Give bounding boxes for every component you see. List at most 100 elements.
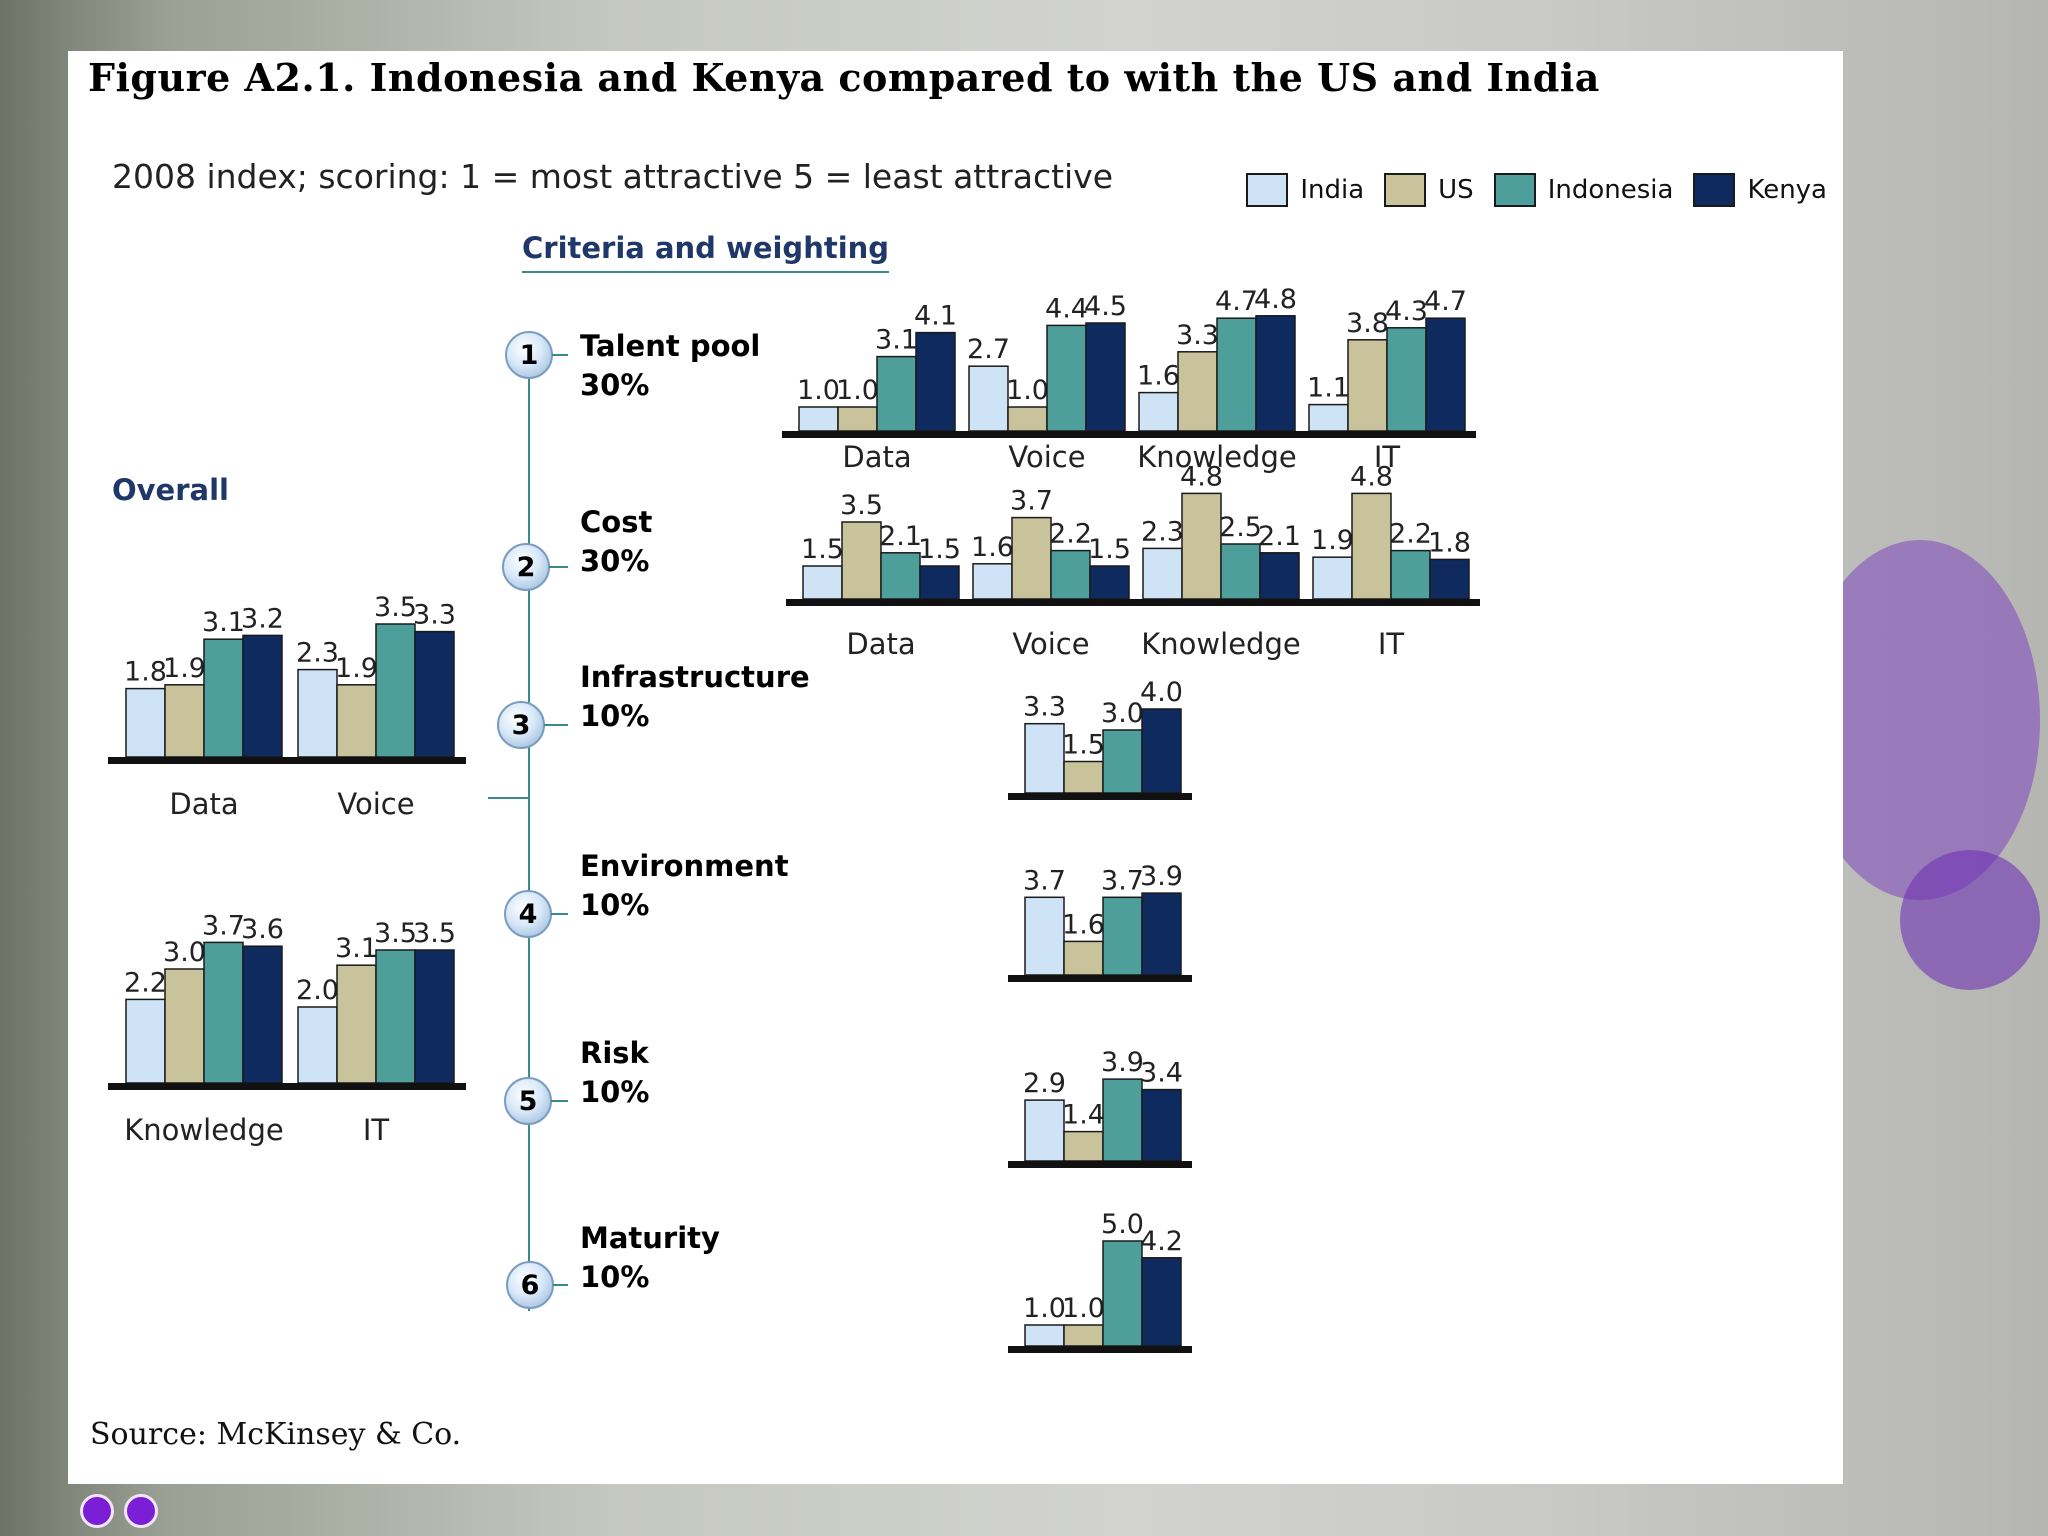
data-label-environment: 3.7: [1023, 865, 1066, 896]
legend-label-kenya: Kenya: [1747, 175, 1827, 205]
category-label-cost: IT: [1378, 627, 1405, 661]
data-label-cost: 1.6: [971, 532, 1014, 563]
data-label-cost: 2.3: [1141, 516, 1184, 547]
data-label-environment: 3.7: [1101, 865, 1144, 896]
bar-overall-bottom-kenya: [414, 949, 455, 1084]
legend-label-india: India: [1300, 175, 1365, 205]
criterion-tick-6: [553, 1284, 568, 1286]
bar-cost-kenya: [919, 565, 960, 600]
bar-cost-us: [1181, 492, 1222, 600]
data-label-overall-bottom: 3.5: [374, 918, 417, 949]
criterion-tick-5: [551, 1100, 568, 1102]
bar-overall-top-india: [297, 668, 338, 758]
bar-cost-india: [1142, 547, 1183, 600]
bar-overall-bottom-kenya: [242, 945, 283, 1084]
bar-talent-pool-india: [798, 406, 839, 432]
bar-risk-india: [1024, 1099, 1065, 1162]
bar-environment-india: [1024, 896, 1065, 976]
bar-maturity-indonesia: [1102, 1240, 1143, 1347]
background-purple-circle: [1900, 850, 2040, 990]
data-label-overall-top: 3.2: [241, 603, 284, 634]
axis-baseline-cost: [786, 599, 1480, 606]
axis-baseline-maturity: [1008, 1346, 1192, 1353]
bar-talent-pool-india: [1308, 403, 1349, 432]
bar-talent-pool-kenya: [1255, 315, 1296, 432]
data-label-infrastructure: 4.0: [1140, 677, 1183, 708]
criterion-number-3: 3: [497, 701, 545, 749]
data-label-talent-pool: 4.8: [1254, 284, 1297, 315]
data-label-risk: 1.4: [1062, 1100, 1105, 1131]
data-label-maturity: 1.0: [1062, 1293, 1105, 1324]
category-label-cost: Voice: [1012, 627, 1089, 661]
bar-overall-top-us: [164, 684, 205, 758]
bar-maturity-kenya: [1141, 1257, 1182, 1347]
legend-item-india: India: [1246, 173, 1364, 207]
bar-talent-pool-india: [968, 365, 1009, 432]
data-label-cost: 1.5: [1088, 534, 1131, 565]
bar-overall-top-kenya: [414, 630, 455, 758]
bar-cost-indonesia: [1050, 549, 1091, 600]
axis-baseline-infrastructure: [1008, 793, 1192, 800]
data-label-overall-bottom: 2.2: [124, 967, 167, 998]
bar-overall-bottom-india: [125, 998, 166, 1084]
data-label-cost: 4.8: [1180, 461, 1223, 492]
category-label-cost: Data: [846, 627, 915, 661]
axis-baseline-environment: [1008, 975, 1192, 982]
data-label-talent-pool: 3.8: [1346, 308, 1389, 339]
data-label-cost: 3.7: [1010, 486, 1053, 517]
data-label-overall-bottom: 3.7: [202, 910, 245, 941]
legend-item-us: US: [1384, 173, 1474, 207]
bar-talent-pool-us: [837, 406, 878, 432]
data-label-maturity: 4.2: [1140, 1226, 1183, 1257]
bar-infrastructure-india: [1024, 722, 1065, 794]
data-label-talent-pool: 1.0: [836, 375, 879, 406]
source-note: Source: McKinsey & Co.: [90, 1417, 462, 1452]
data-label-cost: 2.2: [1389, 519, 1432, 550]
data-label-cost: 1.5: [918, 534, 961, 565]
nav-dot[interactable]: [80, 1494, 114, 1528]
criterion-infrastructure: Infrastructure 10%: [580, 658, 810, 736]
bar-cost-kenya: [1259, 552, 1300, 600]
bar-overall-top-kenya: [242, 634, 283, 758]
criterion-cost: Cost 30%: [580, 503, 652, 581]
data-label-risk: 2.9: [1023, 1068, 1066, 1099]
bar-infrastructure-us: [1063, 760, 1104, 794]
criterion-name: Maturity: [580, 1221, 720, 1255]
bar-talent-pool-indonesia: [1046, 324, 1087, 432]
bar-cost-us: [1351, 492, 1392, 600]
data-label-cost: 2.5: [1219, 512, 1262, 543]
criterion-talent-pool: Talent pool 30%: [580, 327, 760, 405]
data-label-environment: 1.6: [1062, 909, 1105, 940]
chart-legend: India US Indonesia Kenya: [1236, 173, 1827, 207]
figure-subtitle: 2008 index; scoring: 1 = most attractive…: [112, 157, 1114, 196]
bar-cost-kenya: [1089, 565, 1130, 600]
bar-infrastructure-kenya: [1141, 708, 1182, 794]
data-label-cost: 1.9: [1311, 525, 1354, 556]
data-label-talent-pool: 2.7: [967, 334, 1010, 365]
data-label-overall-top: 1.9: [163, 653, 206, 684]
criterion-tick-3: [544, 724, 568, 726]
legend-swatch-india: [1246, 173, 1289, 207]
legend-swatch-indonesia: [1493, 173, 1536, 207]
data-label-cost: 1.5: [801, 534, 844, 565]
data-label-talent-pool: 1.0: [797, 375, 840, 406]
criterion-weight: 10%: [580, 888, 650, 922]
criterion-name: Environment: [580, 849, 789, 883]
nav-dot[interactable]: [124, 1494, 158, 1528]
data-label-cost: 2.1: [1258, 521, 1301, 552]
legend-label-us: US: [1438, 175, 1474, 205]
bar-talent-pool-kenya: [1085, 322, 1126, 432]
figure-panel: Figure A2.1. Indonesia and Kenya compare…: [68, 51, 1843, 1484]
overall-connector-line: [488, 797, 528, 799]
bar-risk-kenya: [1141, 1088, 1182, 1162]
bar-environment-indonesia: [1102, 896, 1143, 976]
data-label-talent-pool: 3.1: [875, 325, 918, 356]
criteria-heading: Criteria and weighting: [522, 231, 890, 273]
category-label-overall-top: Data: [169, 787, 238, 821]
data-label-infrastructure: 1.5: [1062, 730, 1105, 761]
criterion-weight: 10%: [580, 1260, 650, 1294]
data-label-overall-bottom: 3.1: [335, 933, 378, 964]
bar-talent-pool-kenya: [1425, 317, 1466, 432]
bar-talent-pool-indonesia: [876, 355, 917, 432]
data-label-overall-top: 1.9: [335, 653, 378, 684]
